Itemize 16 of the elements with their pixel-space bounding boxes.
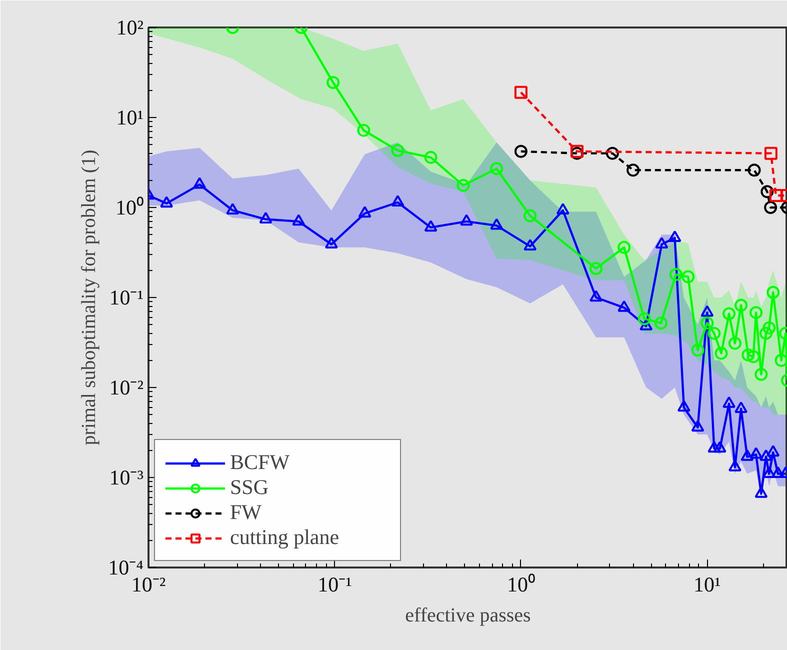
x-tick-label: 10⁻² — [131, 572, 166, 596]
x-tick-label: 10⁻¹ — [318, 572, 352, 596]
y-axis-title: primal suboptimality for problem (1) — [78, 150, 100, 446]
x-tick-label: 10¹ — [694, 572, 721, 596]
y-tick-label: 10⁰ — [116, 196, 144, 220]
y-tick-label: 10¹ — [116, 106, 144, 130]
legend-label: SSG — [230, 475, 270, 500]
x-tick-label: 10⁰ — [506, 572, 535, 596]
y-tick-label: 10⁻¹ — [109, 286, 144, 310]
y-tick-label: 10⁻² — [109, 376, 144, 400]
y-tick-label: 10² — [116, 16, 144, 40]
legend-label: BCFW — [230, 450, 291, 475]
legend-label: cutting plane — [230, 525, 340, 550]
y-tick-label: 10⁻³ — [109, 466, 144, 490]
x-axis-title: effective passes — [405, 604, 532, 626]
legend-label: FW — [230, 500, 262, 525]
